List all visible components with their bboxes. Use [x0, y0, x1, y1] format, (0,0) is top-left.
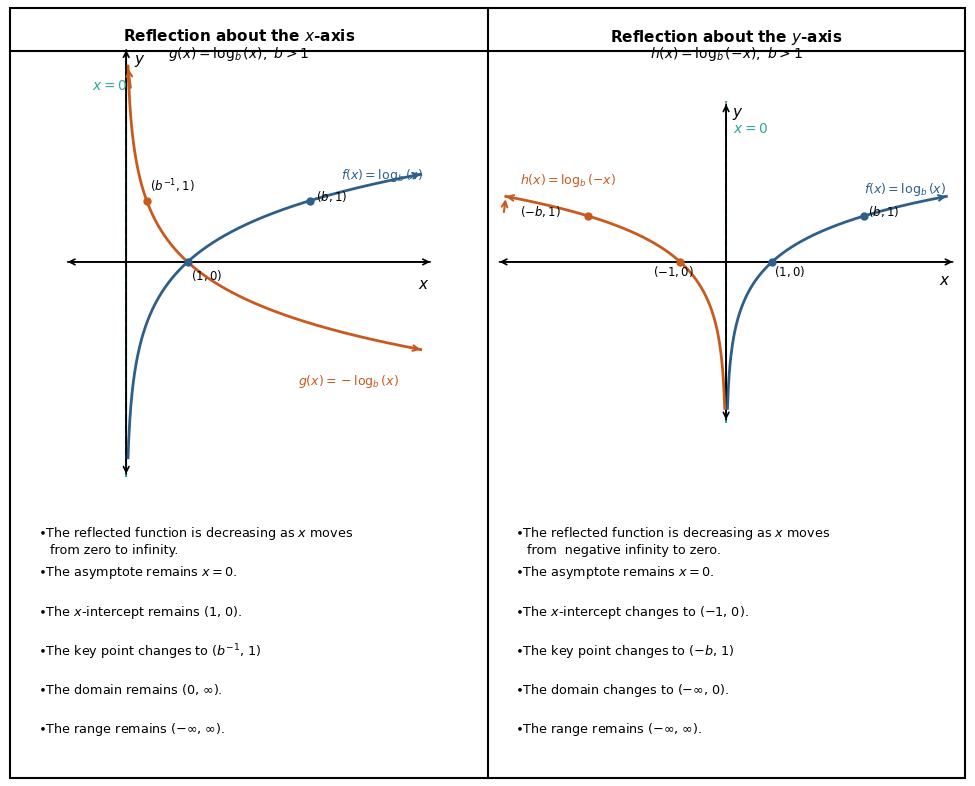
Text: $(-1, 0)$: $(-1, 0)$ [652, 263, 693, 279]
Text: $\bullet$The asymptote remains $x = 0$.: $\bullet$The asymptote remains $x = 0$. [38, 564, 238, 582]
Text: $y$: $y$ [134, 53, 145, 69]
Text: $f(x) = \log_b(x)$: $f(x) = \log_b(x)$ [864, 181, 946, 198]
Text: $(1, 0)$: $(1, 0)$ [191, 268, 221, 283]
Text: $(1, 0)$: $(1, 0)$ [774, 263, 805, 279]
Text: $\bullet$The reflected function is decreasing as $x$ moves
   from  negative inf: $\bullet$The reflected function is decre… [515, 525, 830, 557]
Text: Reflection about the $y$-axis: Reflection about the $y$-axis [610, 28, 842, 46]
Text: $(-b, 1)$: $(-b, 1)$ [520, 204, 561, 219]
Text: $\bullet$The range remains ($-\infty$, $\infty$).: $\bullet$The range remains ($-\infty$, $… [38, 721, 225, 738]
Text: $x = 0$: $x = 0$ [733, 123, 768, 137]
Text: $y$: $y$ [731, 106, 743, 122]
Text: $h(x) = \log_b(-x),\ b > 1$: $h(x) = \log_b(-x),\ b > 1$ [650, 45, 802, 63]
Text: $g(x) = \log_b(x),\ b > 1$: $g(x) = \log_b(x),\ b > 1$ [169, 45, 309, 63]
Text: $f(x) = \log_b(x)$: $f(x) = \log_b(x)$ [341, 167, 423, 184]
Text: $g(x) = -\log_b(x)$: $g(x) = -\log_b(x)$ [298, 373, 399, 390]
Text: $(b, 1)$: $(b, 1)$ [869, 204, 900, 219]
Text: $\bullet$The domain changes to ($-\infty$, 0).: $\bullet$The domain changes to ($-\infty… [515, 681, 729, 699]
Text: $\bullet$The range remains ($-\infty$, $\infty$).: $\bullet$The range remains ($-\infty$, $… [515, 721, 702, 738]
Text: $\bullet$The $x$-intercept changes to ($-1$, 0).: $\bullet$The $x$-intercept changes to ($… [515, 604, 749, 620]
Text: $h(x) = \log_b(-x)$: $h(x) = \log_b(-x)$ [520, 172, 615, 189]
Text: Reflection about the $x$-axis: Reflection about the $x$-axis [123, 28, 355, 43]
Text: $\bullet$The reflected function is decreasing as $x$ moves
   from zero to infin: $\bullet$The reflected function is decre… [38, 525, 353, 557]
Text: $\bullet$The domain remains (0, $\infty$).: $\bullet$The domain remains (0, $\infty$… [38, 681, 222, 697]
Text: $(b, 1)$: $(b, 1)$ [317, 189, 347, 204]
Text: $x$: $x$ [939, 274, 951, 288]
Text: $\bullet$The asymptote remains $x = 0$.: $\bullet$The asymptote remains $x = 0$. [515, 564, 715, 582]
Text: $\bullet$The key point changes to ($-b$, 1): $\bullet$The key point changes to ($-b$,… [515, 643, 734, 659]
Text: $\bullet$The key point changes to ($b^{-1}$, 1): $\bullet$The key point changes to ($b^{-… [38, 643, 261, 663]
Text: $x$: $x$ [418, 277, 430, 292]
Text: $x = 0$: $x = 0$ [93, 79, 128, 93]
Text: $\bullet$The $x$-intercept remains (1, 0).: $\bullet$The $x$-intercept remains (1, 0… [38, 604, 242, 620]
Text: $(b^{-1}, 1)$: $(b^{-1}, 1)$ [150, 178, 194, 195]
